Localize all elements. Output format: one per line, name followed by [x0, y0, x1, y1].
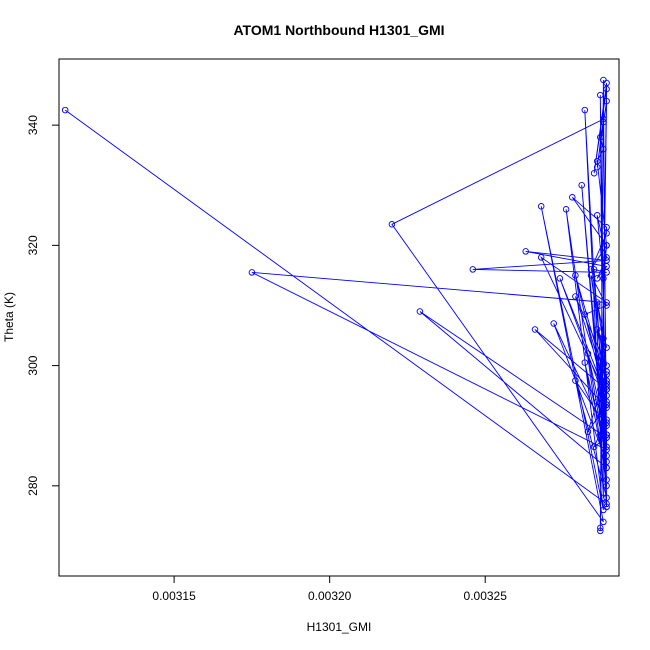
data-point — [603, 476, 610, 484]
data-point — [603, 85, 610, 93]
data-point — [581, 311, 589, 318]
data-point — [522, 248, 529, 255]
data-point — [603, 401, 610, 408]
data-point — [593, 302, 601, 309]
y-tick-label: 340 — [26, 115, 40, 135]
data-point — [603, 302, 610, 309]
data-point — [603, 452, 610, 460]
data-point — [590, 169, 598, 177]
data-point — [562, 206, 570, 213]
data-point — [550, 320, 557, 327]
data-point — [600, 145, 607, 153]
data-point — [537, 203, 545, 210]
data-point — [584, 350, 592, 357]
data-point — [593, 275, 601, 282]
data-point — [600, 115, 607, 123]
data-point — [593, 326, 601, 333]
data-point — [603, 269, 610, 276]
data-point — [603, 97, 610, 105]
data-point — [597, 133, 604, 141]
data-point — [593, 398, 601, 405]
data-point — [593, 157, 601, 165]
data-point — [578, 181, 585, 189]
data-point — [603, 368, 610, 375]
data-point — [572, 293, 579, 300]
chart-title: ATOM1 Northbound H1301_GMI — [233, 22, 444, 38]
data-point — [603, 79, 610, 87]
plot-frame — [58, 58, 620, 577]
data-point — [61, 106, 69, 114]
data-point — [572, 377, 579, 384]
data-point — [603, 380, 610, 387]
data-point — [600, 410, 607, 417]
data-point — [603, 464, 610, 472]
x-axis-label: H1301_GMI — [307, 620, 372, 634]
data-point — [603, 230, 610, 237]
data-point — [603, 383, 610, 390]
y-axis-label: Theta (K) — [2, 292, 16, 342]
data-point — [388, 221, 396, 228]
data-point — [597, 527, 604, 535]
data-point — [597, 386, 604, 393]
data-point — [600, 494, 607, 502]
data-point — [600, 335, 607, 342]
data-point — [603, 254, 610, 261]
data-point — [600, 419, 607, 426]
data-point — [531, 326, 539, 333]
data-point — [603, 344, 610, 351]
data-point — [603, 257, 610, 264]
data-point — [584, 428, 592, 435]
data-point — [603, 398, 610, 405]
plot-area — [61, 76, 610, 535]
data-point — [590, 443, 598, 451]
data-point — [597, 353, 604, 360]
x-axis: 0.00315 0.00320 0.00325 — [152, 576, 507, 603]
data-point — [469, 266, 477, 273]
data-point — [537, 254, 545, 261]
x-tick-label: 0.00315 — [152, 589, 196, 603]
data-point — [600, 275, 607, 282]
data-point — [556, 275, 564, 282]
data-point — [593, 299, 601, 306]
data-point — [587, 272, 595, 279]
data-point — [597, 431, 604, 438]
data-point — [590, 266, 598, 273]
data-point — [603, 371, 610, 378]
y-tick-label: 280 — [26, 475, 40, 495]
data-point — [603, 500, 610, 508]
data-point — [593, 212, 601, 219]
data-point — [603, 242, 610, 249]
data-point — [597, 362, 604, 369]
y-tick-label: 300 — [26, 355, 40, 375]
data-point — [603, 299, 610, 306]
data-point — [603, 443, 610, 451]
data-point — [603, 434, 610, 441]
data-point — [597, 91, 604, 99]
data-point — [581, 106, 589, 114]
y-axis: 280 300 320 340 — [26, 115, 59, 496]
data-point — [572, 272, 579, 279]
x-tick-label: 0.00325 — [464, 589, 508, 603]
data-point — [581, 359, 589, 366]
data-point — [600, 506, 607, 514]
x-tick-label: 0.00320 — [308, 589, 352, 603]
data-point — [600, 118, 607, 126]
y-tick-label: 320 — [26, 235, 40, 255]
data-point — [416, 308, 424, 315]
data-point — [603, 431, 610, 438]
data-point — [569, 194, 576, 201]
data-point — [248, 269, 256, 276]
data-point — [597, 524, 604, 532]
data-point — [603, 494, 610, 502]
data-point — [600, 518, 607, 526]
data-point — [603, 419, 610, 426]
